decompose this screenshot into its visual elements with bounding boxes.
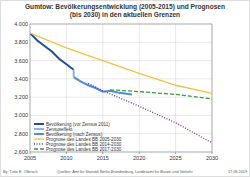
legend-label: Prognose des Landes BB 2017-2030 xyxy=(46,147,122,152)
grid-line xyxy=(30,115,212,116)
y-tick-label: 4.000 xyxy=(14,21,28,27)
grid-line xyxy=(175,24,176,152)
x-tick-label: 2025 xyxy=(169,155,181,161)
background xyxy=(1,1,250,177)
y-tick-label: 3.400 xyxy=(14,76,28,82)
grid-line xyxy=(139,24,140,152)
subtitle: (bis 2030) in den aktuellen Grenzen xyxy=(70,11,180,19)
grid-line xyxy=(102,24,103,152)
y-tick-label: 3.000 xyxy=(14,112,28,118)
y-tick-label: 2.800 xyxy=(14,131,28,137)
plot-frame xyxy=(30,24,212,152)
legend-key xyxy=(34,123,44,125)
series-line xyxy=(30,33,74,70)
series-line xyxy=(74,77,132,94)
y-tick-label: 3.800 xyxy=(14,39,28,45)
grid-line xyxy=(30,78,212,79)
date: 17.08.2019 xyxy=(228,170,247,174)
source: Quellen: Amt für Statistik Berlin-Brande… xyxy=(57,170,193,174)
grid-line xyxy=(30,97,212,98)
y-tick-label: 3.600 xyxy=(14,58,28,64)
legend-key xyxy=(34,138,44,139)
series-line xyxy=(30,33,212,93)
author: By: Tutte E. Olbrisch xyxy=(3,170,38,174)
grid-line xyxy=(30,60,212,61)
x-tick-label: 2020 xyxy=(133,155,145,161)
grid-line xyxy=(30,42,212,43)
chart: Gumtow: Bevölkerungsentwicklung (2005-20… xyxy=(0,0,250,177)
x-tick-label: 2030 xyxy=(206,155,218,161)
series-line xyxy=(88,83,212,142)
legend-key xyxy=(34,133,44,135)
x-tick-label: 2015 xyxy=(97,155,109,161)
legend-key xyxy=(34,143,44,144)
x-tick-label: 2010 xyxy=(60,155,72,161)
series-line xyxy=(110,90,212,99)
legend-key xyxy=(34,148,44,149)
y-tick-label: 3.200 xyxy=(14,94,28,100)
series-line xyxy=(73,70,75,77)
x-tick-label: 2005 xyxy=(24,155,36,161)
plot-area xyxy=(30,33,212,143)
legend-key xyxy=(34,128,44,130)
title: Gumtow: Bevölkerungsentwicklung (2005-20… xyxy=(25,3,225,11)
